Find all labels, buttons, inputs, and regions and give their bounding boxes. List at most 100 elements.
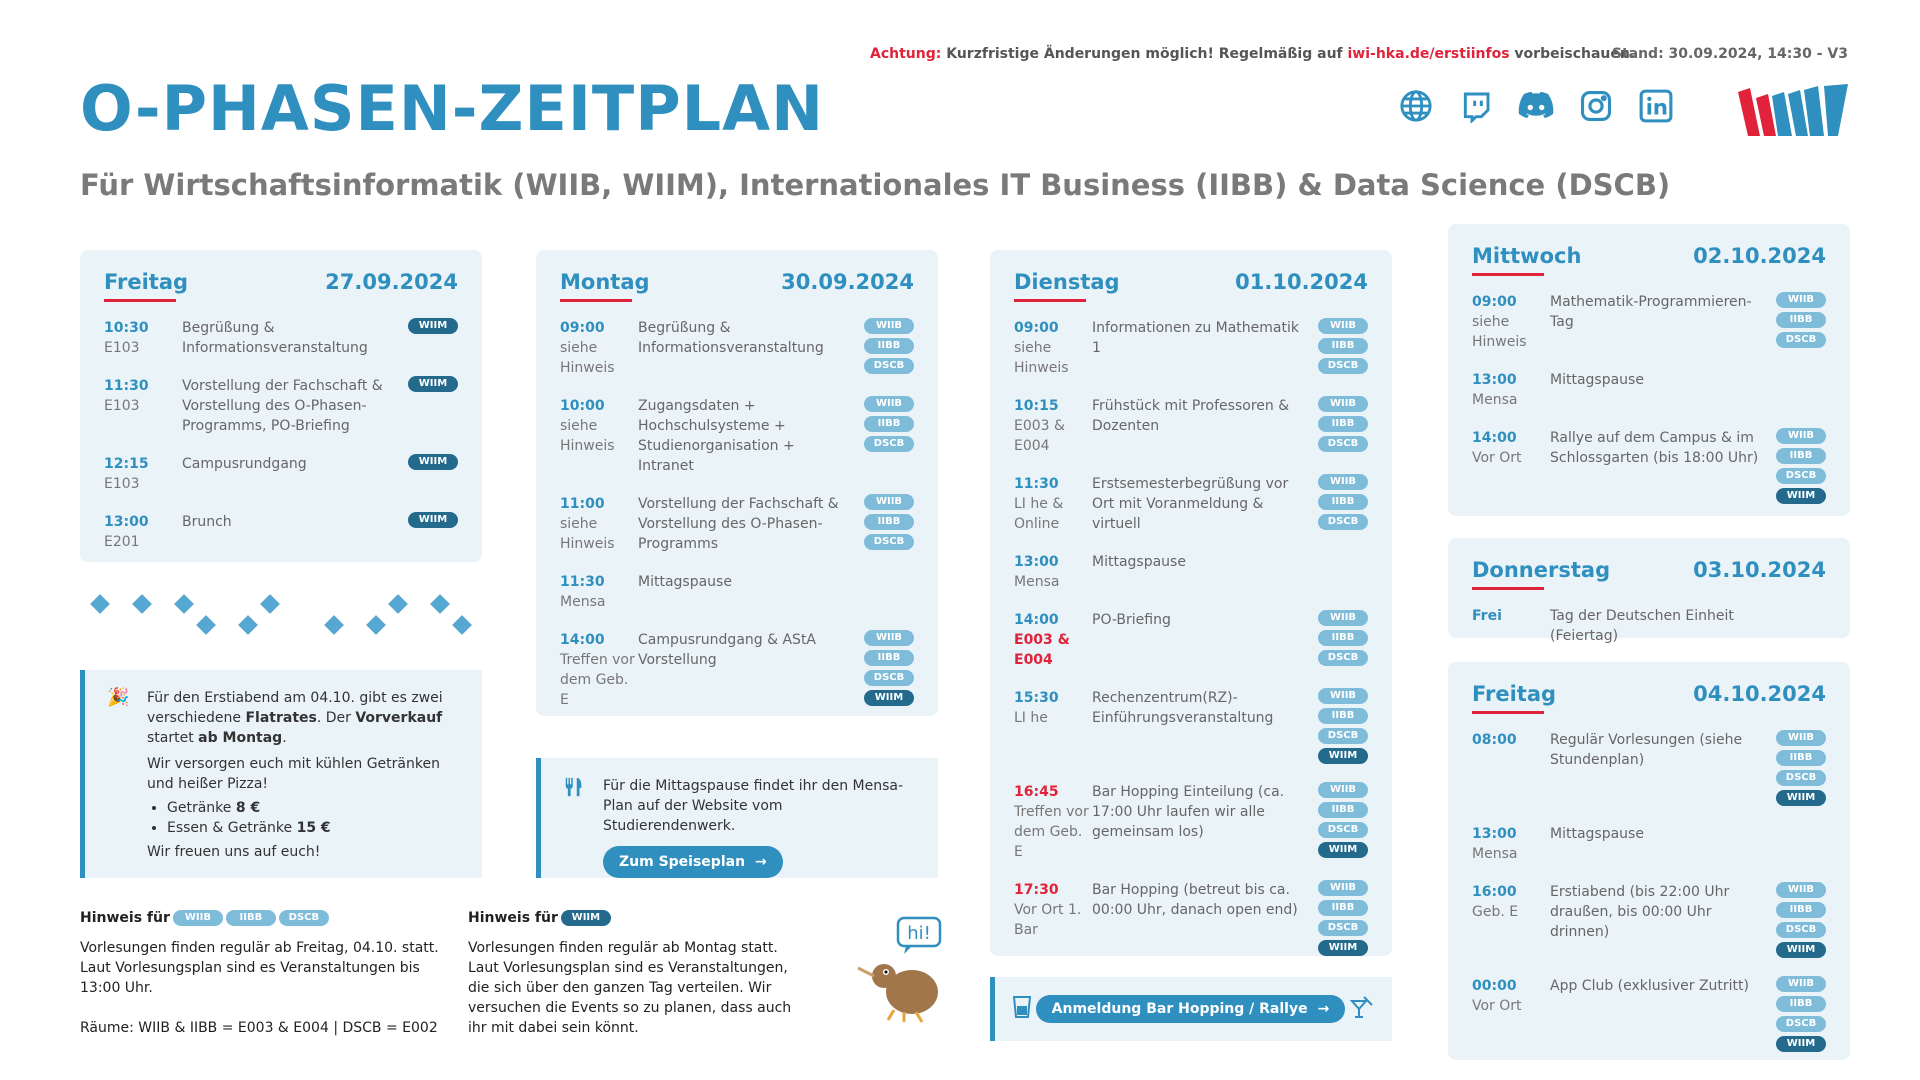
program-badge: DSCB	[1776, 770, 1826, 786]
erstiabend-info-box: 🎉 Für den Erstiabend am 04.10. gibt es z…	[80, 670, 482, 878]
day-card-montag: Montag 30.09.2024 09:00 siehe Hinweis Begrüß…	[536, 250, 938, 716]
diamond-shape	[196, 615, 216, 635]
hint-label: Hinweis für	[80, 910, 170, 926]
event-description: Erstsemesterbegrüßung vor Ort mit Voranm…	[1092, 476, 1289, 532]
event-time: 10:15	[1014, 398, 1059, 414]
mensa-info-box: Für die Mittagspause findet ihr den Mens…	[536, 758, 938, 878]
event-badges: WIIB IIBB DSCB	[1316, 396, 1368, 456]
program-badge: WIIB	[1776, 730, 1826, 746]
event-badges: WIIB IIBB DSCB WIIM	[1774, 976, 1826, 1052]
arrow-right-icon: →	[755, 854, 767, 870]
warning-label: Achtung:	[870, 46, 942, 62]
card-header: Mittwoch 02.10.2024	[1472, 244, 1826, 276]
card-header: Dienstag 01.10.2024	[1014, 270, 1368, 302]
linkedin-icon[interactable]	[1638, 88, 1674, 124]
program-badge: DSCB	[1318, 920, 1368, 936]
event-row: 16:45 Treffen vor dem Geb. E Bar Hopping E…	[1014, 782, 1368, 862]
event-row: 10:30 E103 Begrüßung & Informationsveranst…	[104, 318, 458, 358]
event-location: siehe Hinweis	[560, 516, 615, 552]
hint-bachelor: Hinweis für WIIB IIBB DSCB Vorlesungen f…	[80, 908, 450, 1038]
info-url-link[interactable]: iwi-hka.de/erstiinfos	[1347, 46, 1510, 62]
event-row: Frei Tag der Deutschen Einheit (Feiertag)	[1472, 606, 1826, 646]
event-description: Begrüßung & Informationsveranstaltung	[182, 320, 368, 356]
event-row: 08:00 Regulär Vorlesungen (siehe Stundenp…	[1472, 730, 1826, 806]
card-header: Freitag 27.09.2024	[104, 270, 458, 302]
event-time: 11:30	[1014, 476, 1059, 492]
program-badge: WIIM	[1318, 940, 1368, 956]
event-time-col: 10:30 E103	[104, 318, 182, 358]
price-value: 15 €	[296, 820, 331, 836]
party-ab-montag: ab Montag	[198, 730, 283, 746]
discord-icon[interactable]	[1518, 88, 1554, 124]
price-label: Getränke	[167, 800, 236, 816]
instagram-icon[interactable]	[1578, 88, 1614, 124]
diamond-shape	[174, 594, 194, 614]
program-badge: WIIM	[864, 690, 914, 706]
party-vorverkauf: Vorverkauf	[355, 710, 443, 726]
program-badge: IIBB	[1318, 416, 1368, 432]
diamond-shape	[324, 615, 344, 635]
event-description: Begrüßung & Informationsveranstaltung	[638, 320, 824, 356]
event-time-col: 11:00 siehe Hinweis	[560, 494, 638, 554]
event-time-col: 11:30 Mensa	[560, 572, 638, 612]
day-card-freitag-2709: Freitag 27.09.2024 10:30 E103 Begrüßung & In…	[80, 250, 482, 562]
event-time: 11:00	[560, 496, 605, 512]
card-header: Donnerstag 03.10.2024	[1472, 558, 1826, 590]
party-text: startet	[147, 730, 199, 746]
event-location: E103	[104, 340, 140, 356]
party-paragraph-2: Wir versorgen euch mit kühlen Getränken …	[147, 756, 440, 792]
anmeldung-button[interactable]: Anmeldung Bar Hopping / Rallye →	[1035, 995, 1346, 1023]
program-badge: WIIB	[864, 494, 914, 510]
diamond-shape	[430, 594, 450, 614]
speiseplan-button[interactable]: Zum Speiseplan →	[603, 846, 783, 878]
event-time-col: 13:00 Mensa	[1014, 552, 1092, 592]
event-time: 12:15	[104, 456, 149, 472]
warning-text: Kurzfristige Änderungen möglich! Regelmä…	[946, 46, 1343, 62]
event-row: 11:30 E103 Vorstellung der Fachschaft & Vo…	[104, 376, 458, 436]
program-badge: WIIB	[1776, 976, 1826, 992]
event-time-col: 15:30 LI he	[1014, 688, 1092, 764]
speiseplan-button-label: Zum Speiseplan	[619, 854, 746, 870]
twitch-icon[interactable]	[1458, 88, 1494, 124]
globe-icon[interactable]	[1398, 88, 1434, 124]
page-title: O-PHASEN-ZEITPLAN	[80, 72, 825, 145]
event-badges: WIIB IIBB DSCB	[862, 494, 914, 554]
event-row: 16:00 Geb. E Erstiabend (bis 22:00 Uhr dra…	[1472, 882, 1826, 958]
day-card-dienstag: Dienstag 01.10.2024 09:00 siehe Hinweis Info…	[990, 250, 1392, 956]
program-badge: WIIM	[1776, 790, 1826, 806]
event-time: 14:00	[1014, 612, 1059, 628]
program-badge: DSCB	[1318, 358, 1368, 374]
event-time: Frei	[1472, 608, 1502, 624]
event-time: 08:00	[1472, 732, 1517, 748]
day-name: Mittwoch	[1472, 244, 1581, 276]
party-flatrates: Flatrates	[245, 710, 317, 726]
event-time-col: 09:00 siehe Hinweis	[1014, 318, 1092, 378]
program-badge: IIBB	[1318, 630, 1368, 646]
event-row: 15:30 LI he Rechenzentrum(RZ)-Einführungsv…	[1014, 688, 1368, 764]
program-badge: IIBB	[1776, 902, 1826, 918]
iwi-logo-icon	[1738, 84, 1850, 138]
program-badge: WIIM	[1776, 1036, 1826, 1052]
event-row: 09:00 siehe Hinweis Informationen zu Mathe…	[1014, 318, 1368, 378]
hint-master: Hinweis für WIIM Vorlesungen finden regu…	[468, 908, 798, 1038]
program-badge: IIBB	[1776, 448, 1826, 464]
anmeldung-button-label: Anmeldung Bar Hopping / Rallye	[1051, 1001, 1308, 1017]
day-card-donnerstag: Donnerstag 03.10.2024 Frei Tag der Deutsche…	[1448, 538, 1850, 644]
hint-head: Hinweis für WIIM	[468, 908, 798, 928]
event-time-col: 14:00 Vor Ort	[1472, 428, 1550, 504]
day-date: 30.09.2024	[781, 270, 914, 294]
event-badges: WIIB IIBB DSCB WIIM	[1316, 880, 1368, 956]
social-links	[1398, 88, 1674, 124]
event-badges: WIIB IIBB DSCB WIIM	[1774, 428, 1826, 504]
event-description: App Club (exklusiver Zutritt)	[1550, 978, 1749, 994]
event-time: 17:30	[1014, 882, 1059, 898]
diamond-shape	[238, 615, 258, 635]
program-badge: IIBB	[1776, 996, 1826, 1012]
event-time-col: 00:00 Vor Ort	[1472, 976, 1550, 1052]
price-list: Getränke 8 € Essen & Getränke 15 €	[147, 798, 460, 838]
event-badges	[862, 572, 914, 612]
event-time-col: 09:00 siehe Hinweis	[1472, 292, 1550, 352]
event-row: 14:00 Treffen vor dem Geb. E Campusrundgan…	[560, 630, 914, 710]
mascot-speech: hi!	[907, 923, 931, 944]
event-row: 10:15 E003 & E004 Frühstück mit Professore…	[1014, 396, 1368, 456]
